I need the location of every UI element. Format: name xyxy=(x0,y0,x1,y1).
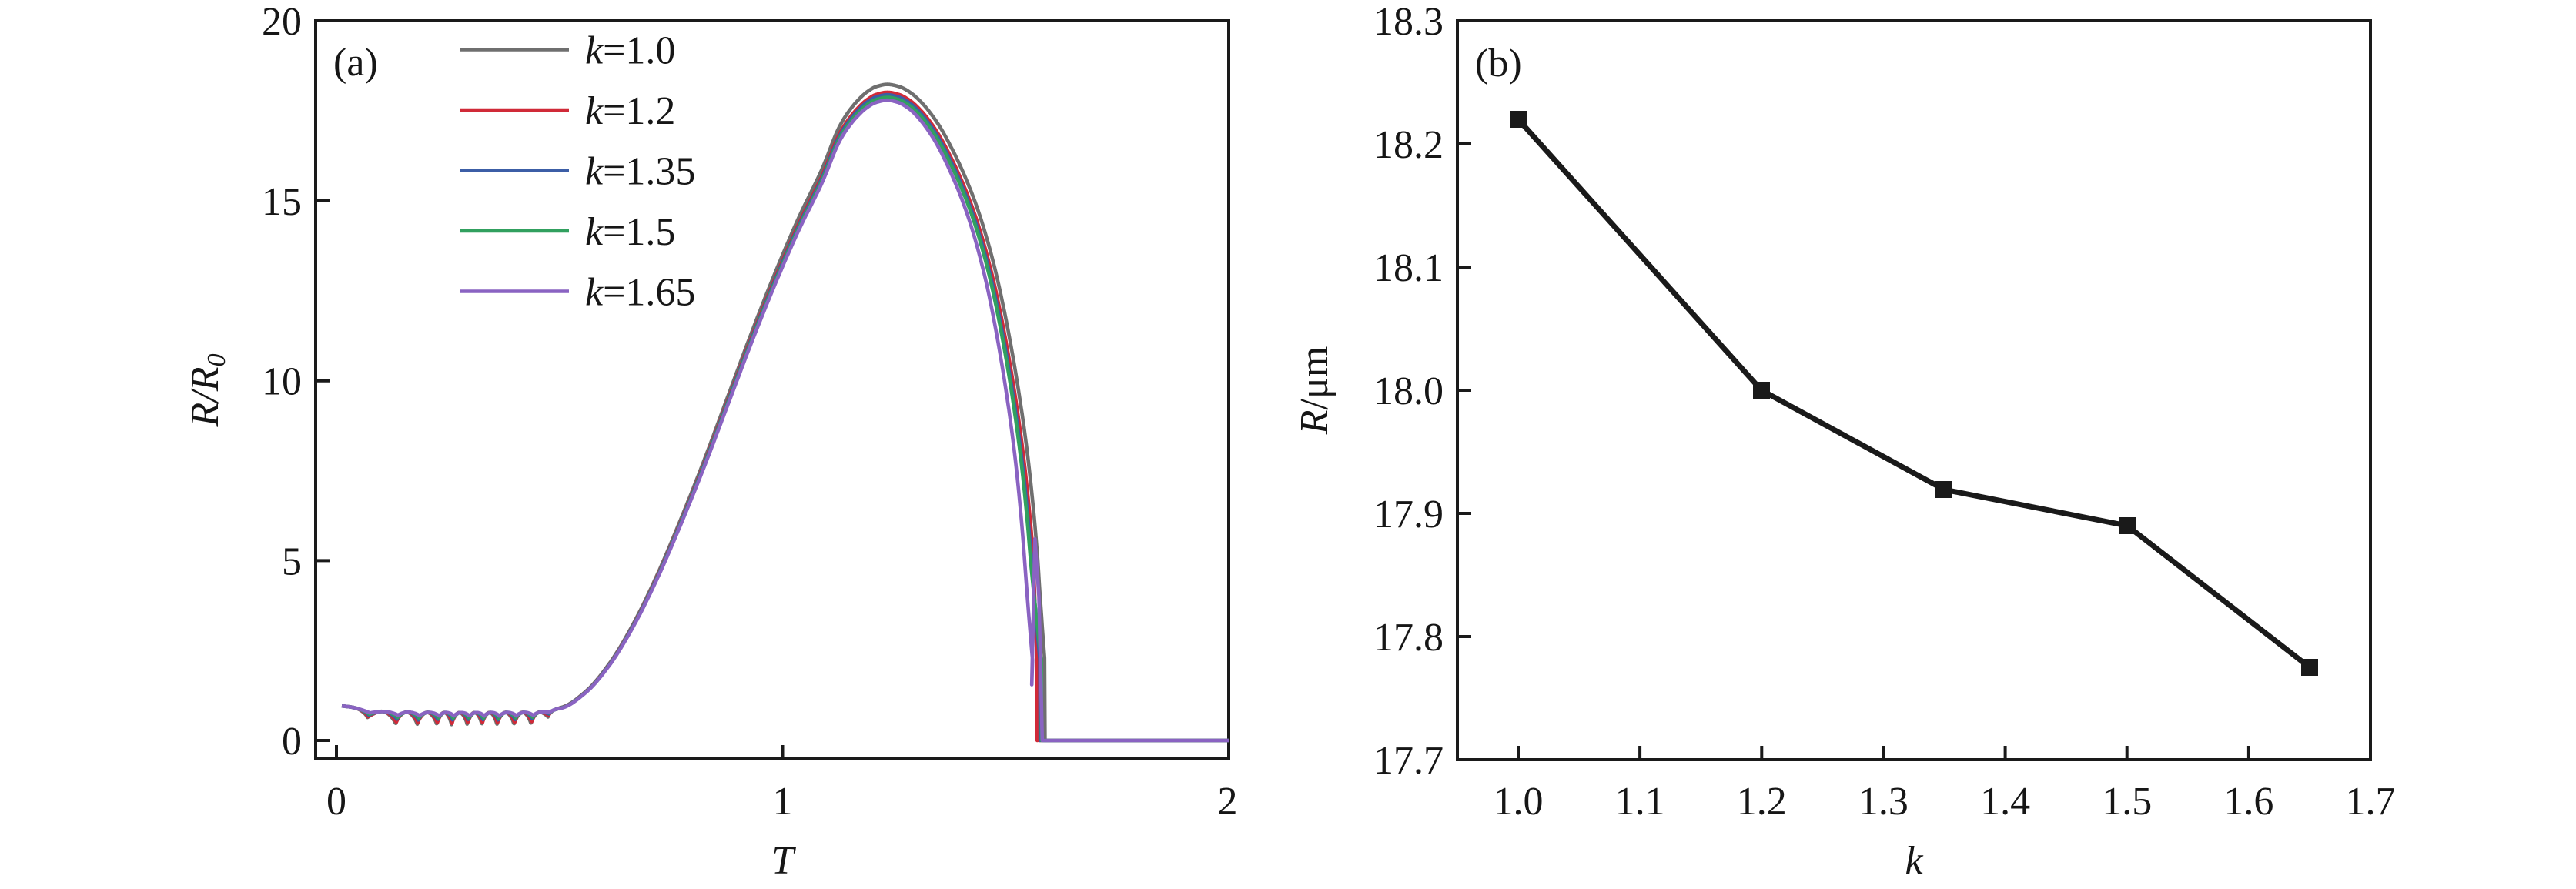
svg-text:15: 15 xyxy=(262,180,302,224)
svg-text:18.3: 18.3 xyxy=(1373,0,1444,44)
svg-text:18.0: 18.0 xyxy=(1373,369,1444,413)
svg-text:20: 20 xyxy=(262,0,302,44)
svg-text:0: 0 xyxy=(282,720,302,764)
svg-text:2: 2 xyxy=(1218,780,1238,824)
svg-text:1.2: 1.2 xyxy=(1737,780,1787,824)
svg-text:1.0: 1.0 xyxy=(1494,780,1544,824)
svg-text:17.7: 17.7 xyxy=(1373,739,1444,783)
svg-text:k=1.2: k=1.2 xyxy=(585,89,675,133)
svg-text:k=1.65: k=1.65 xyxy=(585,271,695,315)
svg-text:R/R0: R/R0 xyxy=(183,354,231,428)
svg-text:17.8: 17.8 xyxy=(1373,616,1444,660)
svg-text:k=1.35: k=1.35 xyxy=(585,150,695,194)
svg-text:1.6: 1.6 xyxy=(2223,780,2273,824)
svg-text:10: 10 xyxy=(262,360,302,404)
svg-text:k=1.0: k=1.0 xyxy=(585,29,675,73)
svg-text:18.1: 18.1 xyxy=(1373,246,1444,290)
svg-text:1.7: 1.7 xyxy=(2346,780,2396,824)
svg-text:1.4: 1.4 xyxy=(1980,780,2030,824)
svg-text:17.9: 17.9 xyxy=(1373,493,1444,536)
svg-text:1: 1 xyxy=(773,780,793,824)
svg-text:(b): (b) xyxy=(1475,42,1522,85)
svg-text:5: 5 xyxy=(282,540,302,583)
svg-text:18.2: 18.2 xyxy=(1373,123,1444,167)
svg-text:k=1.5: k=1.5 xyxy=(585,210,675,254)
svg-text:T: T xyxy=(771,839,796,883)
svg-text:1.3: 1.3 xyxy=(1858,780,1909,824)
svg-text:(a): (a) xyxy=(333,41,378,85)
svg-text:k: k xyxy=(1905,839,1923,883)
svg-text:0: 0 xyxy=(326,780,346,824)
svg-text:R/μm: R/μm xyxy=(1293,346,1337,436)
svg-text:1.1: 1.1 xyxy=(1615,780,1665,824)
svg-text:1.5: 1.5 xyxy=(2102,780,2152,824)
